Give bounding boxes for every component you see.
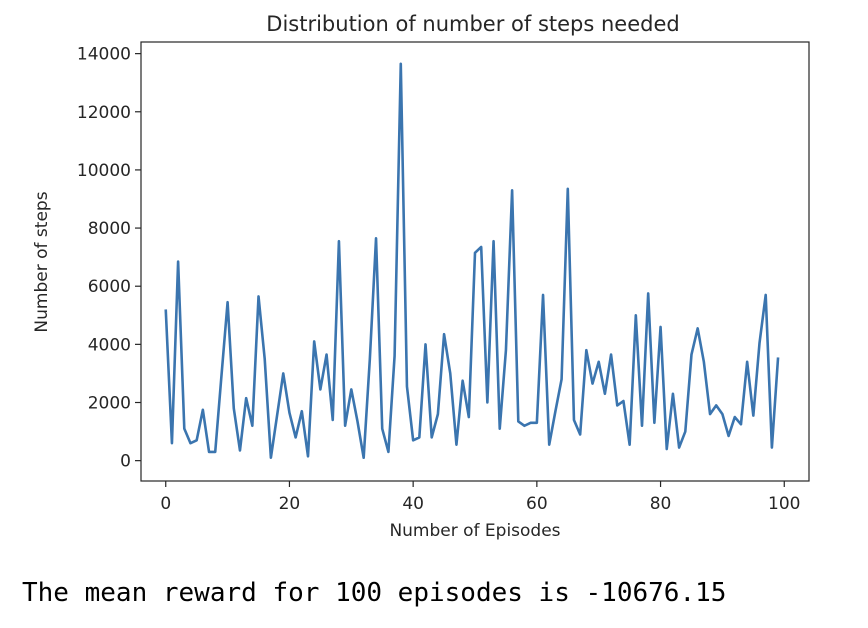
y-tick-label: 2000 (88, 394, 131, 414)
x-tick-label: 100 (768, 494, 800, 514)
y-axis: 0 2000 4000 6000 8000 10000 12000 14000 (77, 45, 141, 472)
x-axis-title: Number of Episodes (389, 521, 560, 541)
x-tick-label: 80 (650, 494, 672, 514)
y-tick-label: 8000 (88, 219, 131, 239)
y-tick-label: 0 (120, 452, 131, 472)
x-axis: 0 20 40 60 80 100 (160, 481, 800, 514)
chart-title: Distribution of number of steps needed (266, 12, 679, 36)
mean-reward-output: The mean reward for 100 episodes is -106… (22, 578, 727, 608)
y-tick-label: 6000 (88, 277, 131, 297)
y-tick-label: 10000 (77, 161, 131, 181)
x-tick-label: 60 (526, 494, 548, 514)
line-chart: Distribution of number of steps needed 0… (32, 12, 810, 541)
series-line (164, 62, 780, 460)
y-tick-label: 12000 (77, 103, 131, 123)
y-tick-label: 4000 (88, 335, 131, 355)
x-tick-label: 40 (402, 494, 424, 514)
y-axis-title: Number of steps (32, 191, 52, 332)
plot-area-frame (140, 41, 810, 482)
y-tick-label: 14000 (77, 45, 131, 65)
x-tick-label: 20 (279, 494, 301, 514)
x-tick-label: 0 (160, 494, 171, 514)
